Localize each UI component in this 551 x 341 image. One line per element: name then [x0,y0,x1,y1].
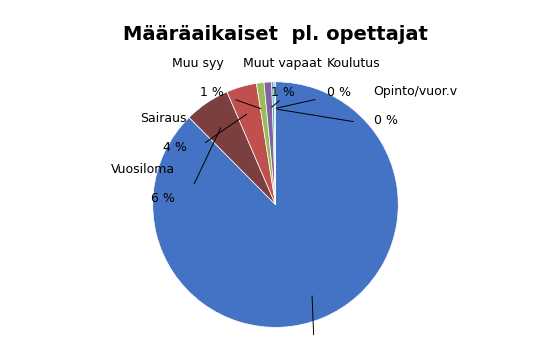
Text: Vuosiloma: Vuosiloma [111,163,175,176]
Text: 4 %: 4 % [163,141,187,154]
Text: 6 %: 6 % [151,192,175,205]
Text: Sairaus: Sairaus [141,112,187,125]
Wedge shape [227,83,276,205]
Text: 0 %: 0 % [374,114,398,127]
Text: Opinto/vuor.v: Opinto/vuor.v [374,85,458,98]
Wedge shape [272,82,276,205]
Wedge shape [256,83,276,205]
Wedge shape [264,82,276,205]
Text: 1 %: 1 % [200,86,224,99]
Text: 1 %: 1 % [271,86,295,99]
Text: Koulutus: Koulutus [327,57,381,70]
Text: Muut vapaat: Muut vapaat [244,57,322,70]
Wedge shape [274,82,276,205]
Wedge shape [153,82,398,327]
Wedge shape [189,92,276,205]
Title: Määräaikaiset  pl. opettajat: Määräaikaiset pl. opettajat [123,25,428,44]
Text: 0 %: 0 % [327,86,351,99]
Text: Muu syy: Muu syy [172,57,224,70]
